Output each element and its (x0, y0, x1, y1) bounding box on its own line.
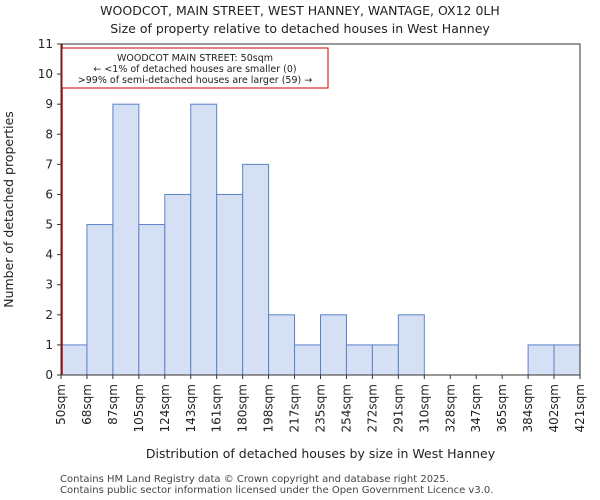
x-tick-label: 124sqm (158, 384, 172, 432)
x-tick-label: 365sqm (495, 384, 509, 432)
x-tick-label: 421sqm (573, 384, 587, 432)
annotation-line-2: ← <1% of detached houses are smaller (0) (93, 64, 296, 75)
y-tick-label: 9 (45, 97, 53, 111)
x-tick-label: 87sqm (106, 384, 120, 425)
x-tick-label: 272sqm (365, 384, 379, 432)
bar-254sqm (345, 344, 373, 376)
footer-line-2: Contains public sector information licen… (60, 485, 494, 496)
y-tick-label: 2 (45, 308, 53, 322)
bar-402sqm (553, 344, 581, 376)
y-tick-label: 8 (45, 127, 53, 141)
bar-124sqm (164, 193, 192, 376)
bar-217sqm (294, 344, 321, 376)
x-tick-label: 180sqm (236, 384, 250, 432)
x-tick-label: 68sqm (80, 384, 94, 425)
annotation-line-1: WOODCOT MAIN STREET: 50sqm (117, 53, 273, 64)
bar-198sqm (268, 314, 296, 376)
bar-68sqm (86, 224, 114, 376)
y-tick-label: 6 (45, 187, 53, 201)
x-tick-label: 328sqm (443, 384, 457, 432)
x-tick-label: 310sqm (417, 384, 431, 432)
x-axis: 50sqm 68sqm 87sqm 105sqm 124sqm 143sqm 161sqm 1… (54, 375, 587, 432)
x-tick-label: 291sqm (391, 384, 405, 432)
y-tick-label: 3 (45, 278, 53, 292)
bar-161sqm (216, 193, 244, 376)
bar-105sqm (138, 224, 166, 376)
y-tick-label: 10 (38, 67, 53, 81)
x-tick-label: 235sqm (314, 384, 328, 432)
bar-87sqm (112, 103, 140, 376)
x-tick-label: 347sqm (469, 384, 483, 432)
x-tick-label: 384sqm (521, 384, 535, 432)
chart-title: WOODCOT, MAIN STREET, WEST HANNEY, WANTA… (100, 3, 500, 18)
annotation-box: WOODCOT MAIN STREET: 50sqm ← <1% of deta… (61, 47, 329, 89)
x-tick-label: 402sqm (547, 384, 561, 432)
footer-line-1: Contains HM Land Registry data © Crown c… (60, 474, 449, 485)
x-tick-label: 161sqm (210, 384, 224, 432)
y-tick-label: 5 (45, 218, 53, 232)
x-tick-label: 50sqm (54, 384, 68, 425)
chart-subtitle: Size of property relative to detached ho… (110, 21, 490, 36)
x-tick-label: 217sqm (288, 384, 302, 432)
y-tick-label: 11 (38, 37, 53, 51)
bar-235sqm (320, 314, 347, 376)
y-axis: 0 1 2 3 4 5 6 7 8 9 10 11 (38, 37, 61, 382)
bar-384sqm (527, 344, 555, 376)
bar-50sqm (60, 344, 88, 376)
y-tick-label: 7 (45, 157, 53, 171)
y-tick-label: 0 (45, 368, 53, 382)
bar-143sqm (190, 103, 218, 376)
annotation-frame (61, 47, 329, 89)
y-tick-label: 4 (45, 248, 53, 262)
y-axis-label: Number of detached properties (1, 111, 16, 308)
x-tick-label: 254sqm (339, 384, 353, 432)
annotation-line-3: >99% of semi-detached houses are larger … (78, 75, 312, 86)
x-tick-label: 143sqm (184, 384, 198, 432)
bar-272sqm (371, 344, 399, 376)
x-tick-label: 198sqm (262, 384, 276, 432)
footer: Contains HM Land Registry data © Crown c… (60, 474, 493, 496)
bar-180sqm (242, 163, 270, 376)
y-tick-label: 1 (45, 338, 53, 352)
histogram-chart: 0 1 2 3 4 5 6 7 8 9 10 11 50sqm 68sqm 87sqm 105sqm 124s… (1, 37, 587, 461)
x-tick-label: 105sqm (132, 384, 146, 432)
bar-291sqm (397, 314, 425, 376)
chart-title-block: WOODCOT, MAIN STREET, WEST HANNEY, WANTA… (0, 2, 600, 38)
bars-group (60, 103, 581, 376)
x-axis-label: Distribution of detached houses by size … (146, 446, 496, 461)
